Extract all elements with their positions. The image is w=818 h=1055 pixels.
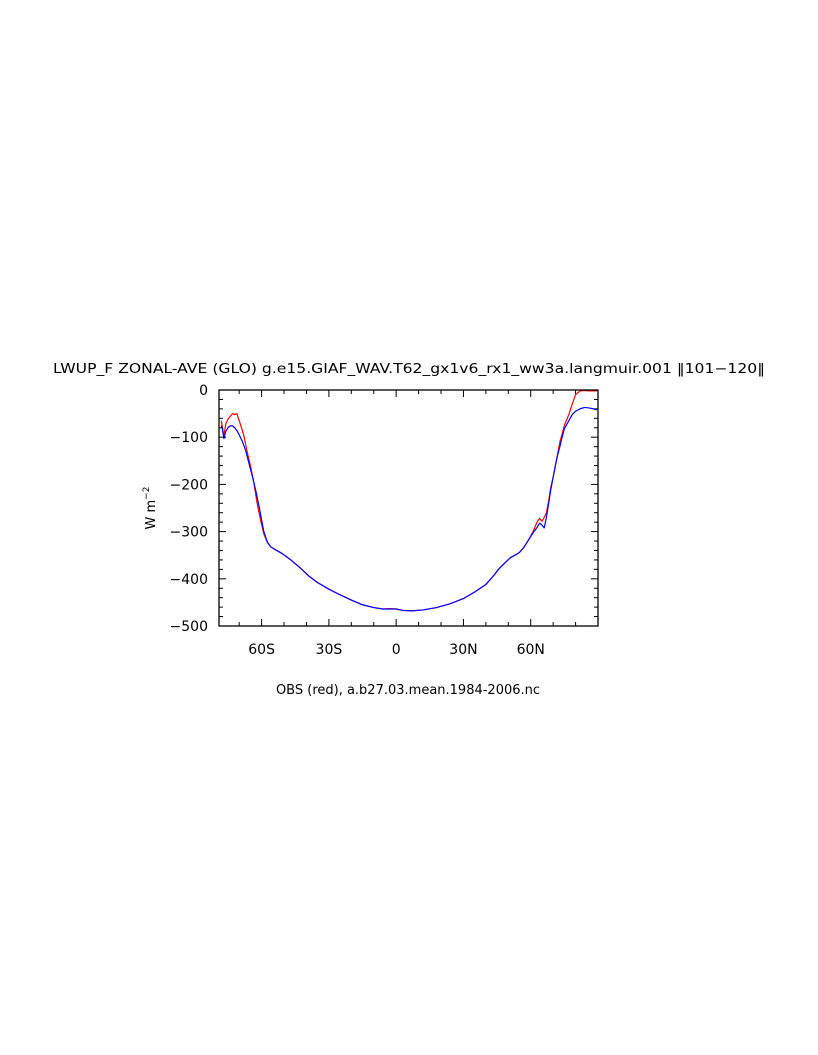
y-axis-label-exponent: −2 (142, 487, 152, 500)
axis-ticks: 0 −100 −200 −300 −400 −500 60S 30S 0 30N 60N (170, 383, 598, 658)
series-layer (220, 389, 598, 612)
y-tick-label: −100 (170, 430, 208, 446)
series-line-1 (220, 389, 597, 612)
plot-frame (218, 389, 599, 627)
chart-title: LWUP_F ZONAL-AVE (GLO) g.e15.GIAF_WAV.T6… (53, 361, 765, 377)
chart-subtitle: OBS (red), a.b27.03.mean.1984-2006.nc (276, 683, 540, 698)
x-tick-label: 60N (517, 642, 545, 658)
y-tick-label: −300 (170, 525, 208, 541)
x-tick-label: 30N (449, 642, 477, 658)
y-tick-label: 0 (199, 383, 208, 399)
x-tick-label: 0 (392, 642, 401, 658)
y-axis-label-text: W m (144, 500, 159, 530)
y-tick-label: −200 (170, 477, 208, 493)
series-line-2 (220, 406, 598, 612)
x-tick-label: 60S (248, 642, 275, 658)
y-tick-label: −400 (170, 572, 208, 588)
y-axis-label: W m−2 (142, 487, 159, 530)
x-tick-label: 30S (316, 642, 343, 658)
y-tick-label: −500 (170, 619, 208, 635)
